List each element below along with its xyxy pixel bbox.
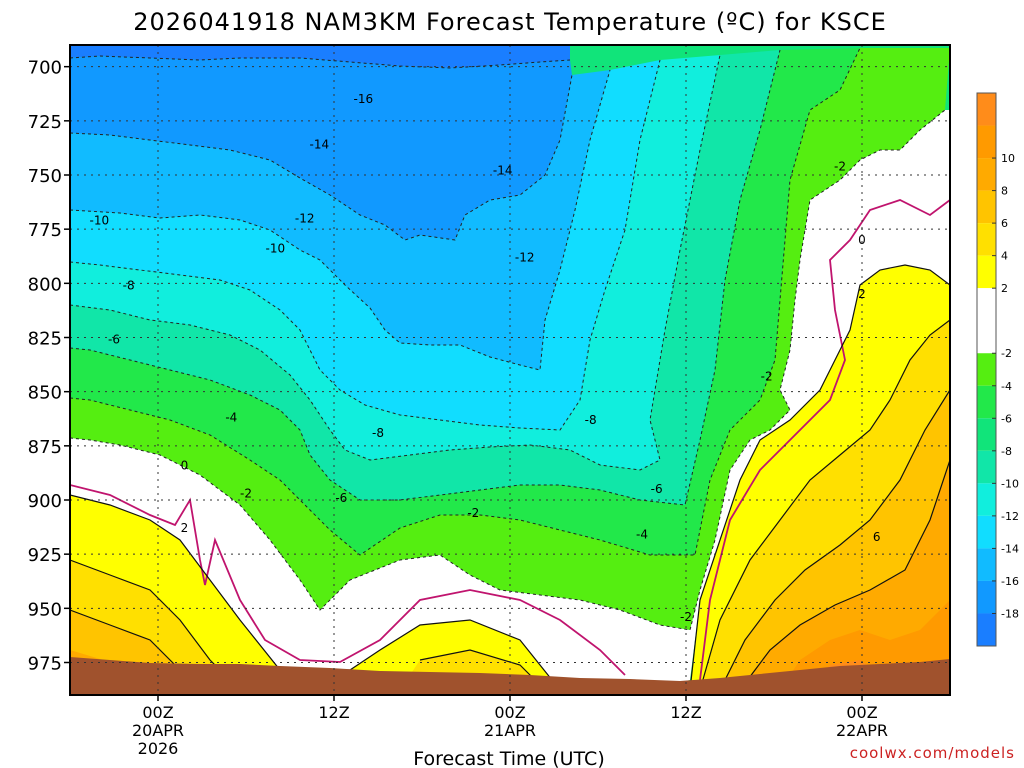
colorbar-tick-label: 8 xyxy=(1001,185,1008,198)
y-tick-label: 850 xyxy=(28,383,62,404)
colorbar-bin xyxy=(977,548,996,581)
band-minus6 xyxy=(70,48,860,555)
colorbar-bin xyxy=(977,93,996,126)
credit-text: coolwx.com/models xyxy=(850,744,1015,762)
colorbar-tick-label: 4 xyxy=(1001,250,1008,263)
y-tick-label: 750 xyxy=(28,166,62,187)
contour-label: -12 xyxy=(295,211,315,225)
colorbar-tick-label: -2 xyxy=(1001,347,1012,360)
contour-label: -8 xyxy=(372,426,384,440)
band-minus8 xyxy=(70,50,780,505)
colorbar-bin xyxy=(977,515,996,549)
colorbar-bin xyxy=(977,418,996,451)
y-tick-label: 925 xyxy=(28,545,62,566)
colorbar-tick-label: -12 xyxy=(1001,510,1019,523)
band-plus2 xyxy=(70,265,950,695)
colorbar-bin xyxy=(977,223,996,256)
x-tick-label: 00Z xyxy=(494,703,525,722)
y-tick-label: 775 xyxy=(28,220,62,241)
x-tick-label: 22APR xyxy=(836,721,888,740)
band-minus2-2 xyxy=(70,110,950,690)
y-tick-label: 800 xyxy=(28,274,62,295)
colorbar-tick-label: 2 xyxy=(1001,282,1008,295)
contour-label: 0 xyxy=(858,233,866,247)
x-tick-label: 12Z xyxy=(670,703,701,722)
y-tick-label: 825 xyxy=(28,329,62,350)
contour-label: 6 xyxy=(873,530,881,544)
band-minus12 xyxy=(70,60,660,430)
colorbar: 10 8 6 4 2 -2 -4 -6 -8 -10 -12 -14 -16 -18 xyxy=(976,92,1019,647)
x-tick-label: 00Z xyxy=(142,703,173,722)
colorbar-bin xyxy=(977,125,996,159)
contour-label: -2 xyxy=(680,610,692,624)
contour-label: -8 xyxy=(123,279,135,293)
band-minus4 xyxy=(70,48,950,630)
colorbar-tick-label: -10 xyxy=(1001,477,1019,490)
x-tick-label: 12Z xyxy=(318,703,349,722)
colorbar-tick-label: 6 xyxy=(1001,217,1008,230)
colorbar-bin xyxy=(977,613,996,646)
y-tick-label: 700 xyxy=(28,58,62,79)
colorbar-bin xyxy=(977,483,996,516)
colorbar-bin xyxy=(977,190,996,224)
colorbar-tick-label: -4 xyxy=(1001,380,1012,393)
contour-label: -10 xyxy=(90,214,110,228)
band-minus10 xyxy=(70,55,720,470)
colorbar-bin xyxy=(977,385,996,419)
contour-label: -4 xyxy=(636,528,648,542)
y-axis: 700 725 750 775 800 825 850 875 900 925 950 975 xyxy=(28,58,70,675)
y-tick-label: 725 xyxy=(28,112,62,133)
negative-contours xyxy=(70,47,946,631)
colorbar-frame xyxy=(976,92,997,647)
band-minus18 xyxy=(70,45,570,68)
x-tick-label: 2026 xyxy=(138,739,179,758)
contour-label: -14 xyxy=(310,138,330,152)
contour-label: -2 xyxy=(834,159,846,173)
contour-label: -12 xyxy=(515,250,535,264)
colorbar-tick-label: -14 xyxy=(1001,542,1019,555)
colorbar-bin xyxy=(977,353,996,386)
temperature-bands xyxy=(70,45,950,695)
contour-label: -4 xyxy=(225,411,237,425)
y-tick-label: 950 xyxy=(28,599,62,620)
contour-label: -8 xyxy=(585,413,597,427)
colorbar-bin xyxy=(977,255,996,289)
contour-label: -6 xyxy=(651,482,663,496)
y-tick-label: 900 xyxy=(28,491,62,512)
chart-title: 2026041918 NAM3KM Forecast Temperature (… xyxy=(133,8,887,36)
colorbar-bin xyxy=(977,288,996,354)
colorbar-tick-label: 10 xyxy=(1001,152,1015,165)
y-tick-label: 875 xyxy=(28,437,62,458)
colorbar-tick-label: -6 xyxy=(1001,412,1012,425)
colorbar-tick-label: -8 xyxy=(1001,445,1012,458)
colorbar-bin xyxy=(977,450,996,484)
contour-label: -16 xyxy=(354,92,374,106)
band-minus16 xyxy=(70,56,572,240)
x-axis-label: Forecast Time (UTC) xyxy=(413,748,604,768)
colorbar-tick-label: -16 xyxy=(1001,575,1019,588)
contour-label: 2 xyxy=(858,287,866,301)
colorbar-tick-label: -18 xyxy=(1001,607,1019,620)
contour-labels: -16 -14 -14 -12 -12 -10 -10 -8 -8 -8 -6 -6 -6 -4 -4 -2 -… xyxy=(90,92,881,624)
contour-label: -2 xyxy=(467,506,479,520)
plot-area: -16 -14 -14 -12 -12 -10 -10 -8 -8 -8 -6 -6 -6 -4 -4 -2 -… xyxy=(70,45,950,695)
x-tick-label: 21APR xyxy=(484,721,536,740)
x-tick-label: 00Z xyxy=(846,703,877,722)
contour-label: -6 xyxy=(108,333,120,347)
colorbar-bin xyxy=(977,158,996,191)
colorbar-bin xyxy=(977,580,996,614)
contour-label: -10 xyxy=(266,242,286,256)
contour-label: 0 xyxy=(181,458,189,472)
x-tick-label: 20APR xyxy=(132,721,184,740)
contour-label: -14 xyxy=(493,164,513,178)
contour-label: 2 xyxy=(181,521,189,535)
contour-label: -2 xyxy=(240,487,252,501)
contour-label: -6 xyxy=(335,491,347,505)
contour-label: -2 xyxy=(761,370,773,384)
y-tick-label: 975 xyxy=(28,654,62,675)
zero-isotherm xyxy=(70,199,950,681)
band-minus14 xyxy=(70,70,610,370)
